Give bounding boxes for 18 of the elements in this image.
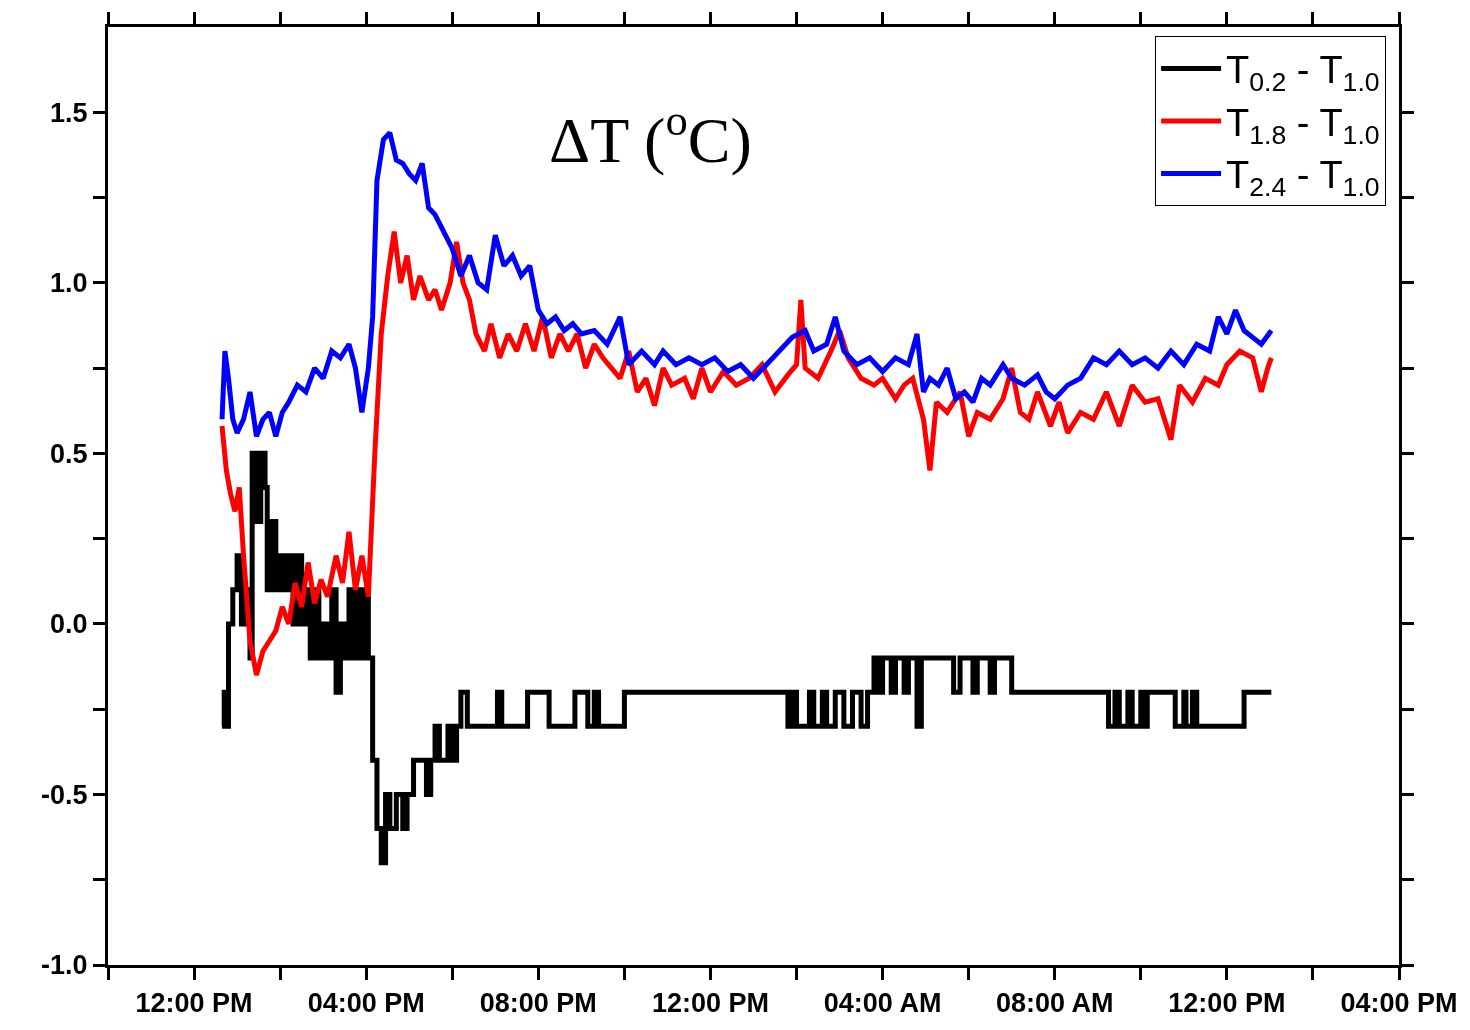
y-tick-label: 1.0	[50, 268, 88, 299]
annotation: ΔT ($^{o}$C)	[549, 95, 752, 176]
x-tick-label: 12:00 PM	[1168, 988, 1286, 1019]
x-tick-label: 04:00 PM	[307, 988, 425, 1019]
y-tick-label: 1.5	[50, 97, 88, 128]
x-tick-label: 08:00 PM	[479, 988, 597, 1019]
legend-label: T$_{1.8}$ - T$_{1.0}$	[1226, 101, 1380, 150]
x-tick-label: 08:00 AM	[995, 988, 1114, 1019]
x-tick-label: 12:00 PM	[651, 988, 769, 1019]
y-tick-label: 0.5	[50, 438, 88, 469]
y-tick-label: 0.0	[50, 609, 88, 640]
legend-label: T$_{0.2}$ - T$_{1.0}$	[1226, 49, 1380, 98]
y-tick-label: -1.0	[41, 950, 88, 981]
legend-label: T$_{2.4}$ - T$_{1.0}$	[1226, 154, 1380, 203]
x-tick-label: 12:00 PM	[135, 988, 253, 1019]
x-tick-label: 04:00 AM	[823, 988, 942, 1019]
y-tick-label: -0.5	[41, 779, 88, 810]
x-tick-label: 04:00 PM	[1340, 988, 1458, 1019]
